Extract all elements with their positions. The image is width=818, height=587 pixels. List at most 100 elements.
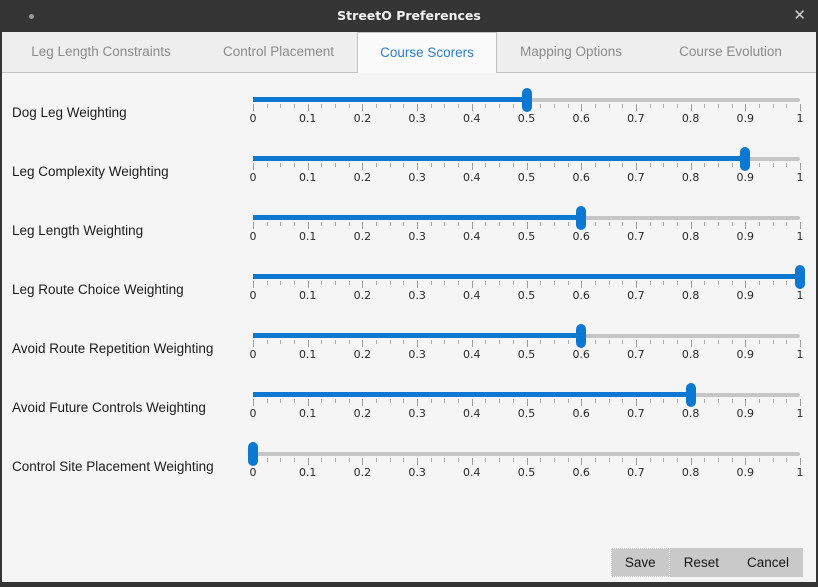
slider-fill [253,392,691,397]
major-tick [581,104,583,111]
minor-tick [444,399,446,403]
tick-label: 0.3 [408,407,426,420]
tab-course-scorers[interactable]: Course Scorers [357,32,497,73]
minor-tick [403,104,405,108]
minor-tick [786,399,788,403]
minor-tick [512,399,514,403]
major-tick [800,163,801,170]
minor-tick [280,104,282,108]
minor-tick [430,104,432,108]
weight-slider[interactable]: 0 0.1 0.2 0.3 0.4 0.5 0.6 0.7 0.8 0.9 1 [249,86,804,132]
minor-tick [540,163,542,167]
major-tick [690,104,692,111]
major-tick [581,281,583,288]
minor-tick [704,340,706,344]
slider-label: Dog Leg Weighting [12,105,127,120]
minor-tick [458,222,460,226]
minor-tick [676,281,678,285]
slider-thumb[interactable] [576,324,587,348]
major-tick [417,163,419,170]
major-tick [800,104,801,111]
slider-thumb[interactable] [248,442,258,466]
minor-tick [485,104,487,108]
weight-slider[interactable]: 0 0.1 0.2 0.3 0.4 0.5 0.6 0.7 0.8 0.9 1 [250,204,804,250]
tick-label: 1 [796,112,804,125]
minor-tick [321,340,323,344]
slider-thumb[interactable] [576,206,587,230]
major-tick [635,104,637,111]
slider-tick-labels: 0 0.1 0.2 0.3 0.4 0.5 0.6 0.7 0.8 0.9 1 [249,112,804,126]
minor-tick [294,222,296,226]
major-tick [526,222,528,229]
minor-tick [717,104,719,108]
minor-tick [348,222,350,226]
tick-label: 1 [796,348,804,361]
minor-tick [608,399,610,403]
minor-tick [786,163,788,167]
minor-tick [485,222,487,226]
cancel-button[interactable]: Cancel [732,548,803,577]
weight-slider[interactable]: 0 0.1 0.2 0.3 0.4 0.5 0.6 0.7 0.8 0.9 1 [250,381,804,427]
tick-label: 0 [249,112,257,125]
tick-label: 0.4 [463,466,481,479]
minor-tick [594,222,596,226]
weight-slider[interactable]: 0 0.1 0.2 0.3 0.4 0.5 0.6 0.7 0.8 0.9 1 [250,145,804,191]
tick-label: 0.7 [627,348,645,361]
minor-tick [663,340,665,344]
minor-tick [622,399,624,403]
slider-tick-labels: 0 0.1 0.2 0.3 0.4 0.5 0.6 0.7 0.8 0.9 1 [250,466,804,480]
minor-tick [540,458,542,462]
slider-thumb[interactable] [521,88,532,112]
minor-tick [444,222,446,226]
weight-slider[interactable]: 0 0.1 0.2 0.3 0.4 0.5 0.6 0.7 0.8 0.9 1 [250,263,805,309]
minor-tick [731,399,733,403]
tick-label: 0.7 [627,112,645,125]
minor-tick [376,340,378,344]
slider-label: Leg Complexity Weighting [12,164,169,179]
minor-tick [348,340,350,344]
tick-label: 0.6 [572,407,590,420]
weight-slider[interactable]: 0 0.1 0.2 0.3 0.4 0.5 0.6 0.7 0.8 0.9 1 [250,322,804,368]
tab-mapping-options[interactable]: Mapping Options [519,44,623,59]
minor-tick [430,222,432,226]
weight-slider[interactable]: 0 0.1 0.2 0.3 0.4 0.5 0.6 0.7 0.8 0.9 1 [248,440,804,486]
major-tick [471,340,473,347]
minor-tick [348,458,350,462]
major-tick [581,399,583,406]
major-tick [307,281,309,288]
tick-label: 0.5 [517,407,536,420]
minor-tick [567,281,569,285]
slider-track[interactable] [253,452,800,456]
minor-tick [403,163,405,167]
minor-tick [403,281,405,285]
minor-tick [758,399,760,403]
tick-label: 0.6 [572,289,590,302]
minor-tick [485,281,487,285]
minor-tick [294,458,296,462]
slider-rows: Dog Leg Weighting 0 0.1 0.2 0.3 0.4 0.5 0.6 0.7… [2,86,816,499]
reset-button[interactable]: Reset [669,548,733,577]
major-tick [690,222,692,229]
close-icon[interactable]: ✕ [793,6,806,24]
window-icon [29,14,34,19]
minor-tick [335,163,337,167]
tab-course-evolution[interactable]: Course Evolution [679,44,782,59]
major-tick [800,340,801,347]
minor-tick [717,399,719,403]
tab-control-placement[interactable]: Control Placement [222,44,335,59]
tick-label: 0.8 [681,112,700,125]
tick-label: 0.3 [408,289,426,302]
slider-tick-labels: 0 0.1 0.2 0.3 0.4 0.5 0.6 0.7 0.8 0.9 1 [250,289,804,303]
minor-tick [649,399,651,403]
slider-thumb[interactable] [795,265,805,289]
slider-thumb[interactable] [685,383,696,407]
save-button[interactable]: Save [610,548,670,577]
tick-label: 0.1 [298,171,317,184]
tab-leg-length-constraints[interactable]: Leg Length Constraints [31,44,171,59]
minor-tick [567,458,569,462]
tick-label: 0.8 [681,289,700,302]
minor-tick [458,281,460,285]
minor-tick [430,458,432,462]
slider-thumb[interactable] [740,147,751,171]
minor-tick [335,104,337,108]
